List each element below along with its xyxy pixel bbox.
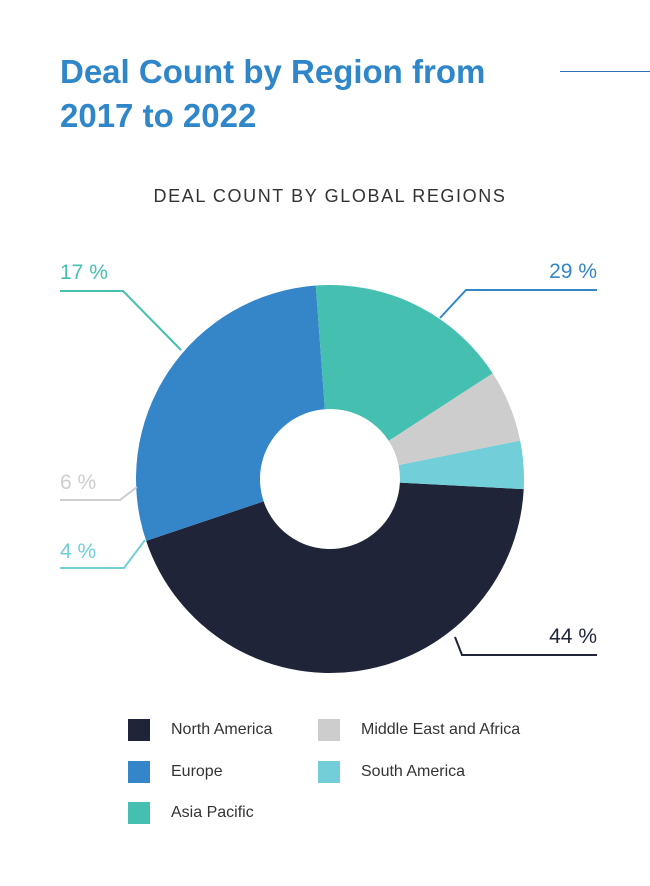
data-label-asia-pacific: 17 % [60, 261, 108, 284]
legend-label-europe: Europe [171, 763, 223, 780]
donut-chart: 44 % 29 % 17 % 6 % 4 % [60, 260, 597, 673]
slice-middle-east-and-africa [388, 373, 521, 466]
legend-swatch-asia-pacific [128, 802, 150, 824]
leader-line-asia-pacific [60, 290, 182, 351]
slice-north-america [146, 482, 524, 673]
legend-item-north-america: North America [128, 719, 272, 741]
legend-item-south-america: South America [318, 761, 465, 783]
slice-europe [136, 285, 325, 541]
legend-swatch-middle-east-and-africa [318, 719, 340, 741]
legend-item-europe: Europe [128, 761, 223, 783]
leader-line-europe [439, 289, 597, 319]
legend-item-asia-pacific: Asia Pacific [128, 802, 254, 824]
leader-line-north-america [454, 636, 597, 656]
legend-item-middle-east-and-africa: Middle East and Africa [318, 719, 520, 741]
page-title-line-1: Deal Count by Region from [60, 53, 486, 90]
data-label-south-america: 4 % [60, 540, 96, 563]
data-label-north-america: 44 % [549, 625, 597, 648]
slice-asia-pacific [315, 285, 493, 441]
page-title: Deal Count by Region from 2017 to 2022 [60, 50, 530, 138]
legend-swatch-europe [128, 761, 150, 783]
legend-label-asia-pacific: Asia Pacific [171, 804, 254, 821]
leader-line-middle-east-and-africa [60, 486, 138, 501]
chart-title: DEAL COUNT BY GLOBAL REGIONS [153, 186, 507, 206]
title-divider [560, 71, 650, 72]
legend-label-south-america: South America [361, 763, 466, 780]
legend-label-middle-east-and-africa: Middle East and Africa [361, 721, 521, 738]
page-title-line-2: 2017 to 2022 [60, 97, 257, 134]
legend-label-north-america: North America [171, 721, 273, 738]
slice-south-america [398, 440, 524, 490]
data-label-europe: 29 % [549, 260, 597, 283]
leader-line-south-america [60, 539, 146, 569]
legend-swatch-south-america [318, 761, 340, 783]
data-label-middle-east-and-africa: 6 % [60, 471, 96, 494]
legend-swatch-north-america [128, 719, 150, 741]
